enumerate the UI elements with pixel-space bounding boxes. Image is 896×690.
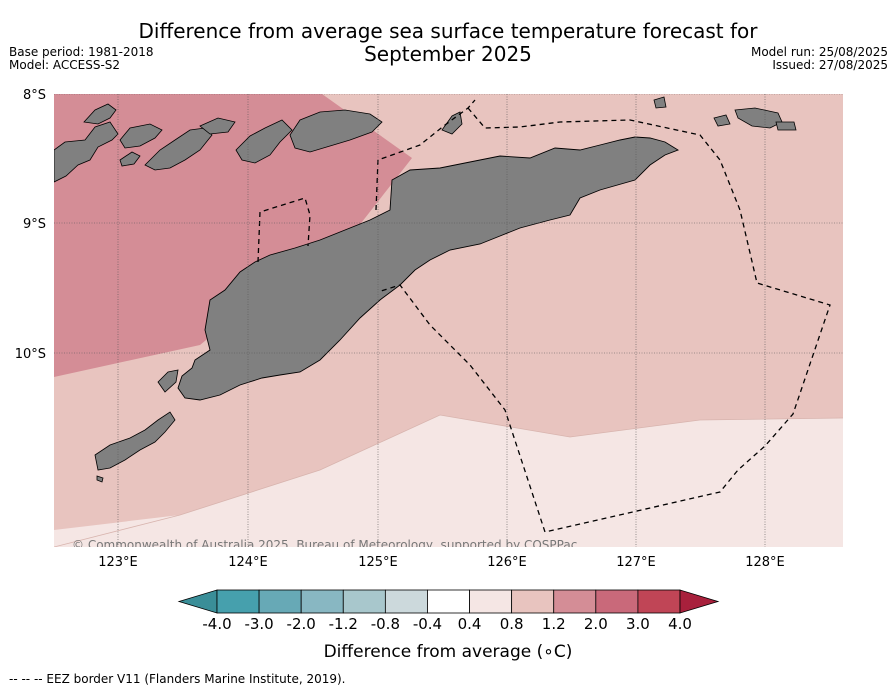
- colorbar-over-arrow: [679, 589, 720, 614]
- colorbar-segment: [427, 589, 470, 614]
- lon-label-124e: 124°E: [228, 555, 268, 570]
- lon-label-125e: 125°E: [358, 555, 398, 570]
- land-island-b: [119, 123, 163, 149]
- colorbar-tick-label: 2.0: [583, 615, 608, 633]
- colorbar-segment: [469, 589, 513, 614]
- gridlines: [54, 94, 843, 547]
- eez-legend-footer: -- -- -- EEZ border V11 (Flanders Marine…: [9, 672, 346, 686]
- meta-left: Base period: 1981-2018 Model: ACCESS-S2: [9, 46, 154, 72]
- colorbar-tick-label: -2.0: [286, 615, 316, 633]
- colorbar-tick-label: -1.2: [328, 615, 358, 633]
- land-island-e: [199, 117, 236, 135]
- colorbar: [177, 589, 720, 614]
- sst-band-low: [54, 415, 843, 547]
- land-island-a: [83, 103, 117, 125]
- colorbar-tick-label: -3.0: [244, 615, 274, 633]
- issued-date: Issued: 27/08/2025: [772, 58, 888, 72]
- colorbar-tick-label: -0.4: [412, 615, 443, 633]
- colorbar-under-arrow: [177, 589, 218, 614]
- colorbar-tick-label: -4.0: [202, 615, 232, 633]
- eez-border: [257, 99, 831, 533]
- colorbar-segment: [553, 589, 597, 614]
- title-line-1: Difference from average sea surface temp…: [138, 19, 758, 43]
- meta-right: Model run: 25/08/2025 Issued: 27/08/2025: [751, 46, 888, 72]
- colorbar-tick-label: 0.4: [457, 615, 482, 633]
- colorbar-segment: [258, 589, 302, 614]
- lon-label-128e: 128°E: [745, 555, 785, 570]
- colorbar-segment: [511, 589, 555, 614]
- lon-label-126e: 126°E: [487, 555, 527, 570]
- base-period: Base period: 1981-2018: [9, 45, 154, 59]
- land-flores-group: [54, 121, 119, 183]
- chart-title: Difference from average sea surface temp…: [0, 20, 896, 66]
- lat-label-8s: 8°S: [23, 88, 46, 103]
- colorbar-tick-label: -0.8: [370, 615, 400, 633]
- band-edge-low: [54, 414, 843, 547]
- land-islet: [96, 475, 104, 483]
- land-alor: [235, 119, 293, 164]
- land-island-d: [119, 151, 141, 167]
- copyright-text: © Commonwealth of Australia 2025, Bureau…: [72, 538, 577, 552]
- lat-label-9s: 9°S: [23, 217, 46, 232]
- land-island-c: [144, 127, 213, 171]
- lat-label-10s: 10°S: [15, 347, 46, 362]
- colorbar-tick-label: 1.2: [541, 615, 566, 633]
- colorbar-title-text: Difference from average (∘C): [323, 642, 573, 662]
- colorbar-tick-label: 3.0: [625, 615, 650, 633]
- land-wetar: [289, 109, 383, 153]
- colorbar-segment: [216, 589, 260, 614]
- land-island-h: [713, 114, 731, 127]
- colorbar-segment: [342, 589, 386, 614]
- land-roti-small: [157, 369, 179, 393]
- land-island-g: [734, 107, 783, 129]
- colorbar-tick-label: 0.8: [499, 615, 524, 633]
- colorbar-segment: [300, 589, 344, 614]
- colorbar-segment: [637, 589, 681, 614]
- degree-symbol: ∘: [543, 642, 554, 662]
- colorbar-tick-label: 4.0: [668, 615, 692, 633]
- land-island-i: [775, 121, 797, 131]
- land-timor: [177, 136, 680, 401]
- model-run: Model run: 25/08/2025: [750, 45, 888, 59]
- colorbar-segment: [595, 589, 639, 614]
- sst-band-high: [54, 94, 412, 377]
- land-island-f: [653, 96, 667, 109]
- lon-label-123e: 123°E: [98, 555, 138, 570]
- lon-label-127e: 127°E: [616, 555, 656, 570]
- colorbar-title: Difference from average (∘C): [0, 642, 896, 662]
- land-rote: [94, 411, 176, 471]
- model-name: Model: ACCESS-S2: [9, 58, 121, 72]
- land-atauro-small: [441, 111, 463, 135]
- colorbar-segment: [384, 589, 428, 614]
- title-line-2: September 2025: [364, 42, 532, 66]
